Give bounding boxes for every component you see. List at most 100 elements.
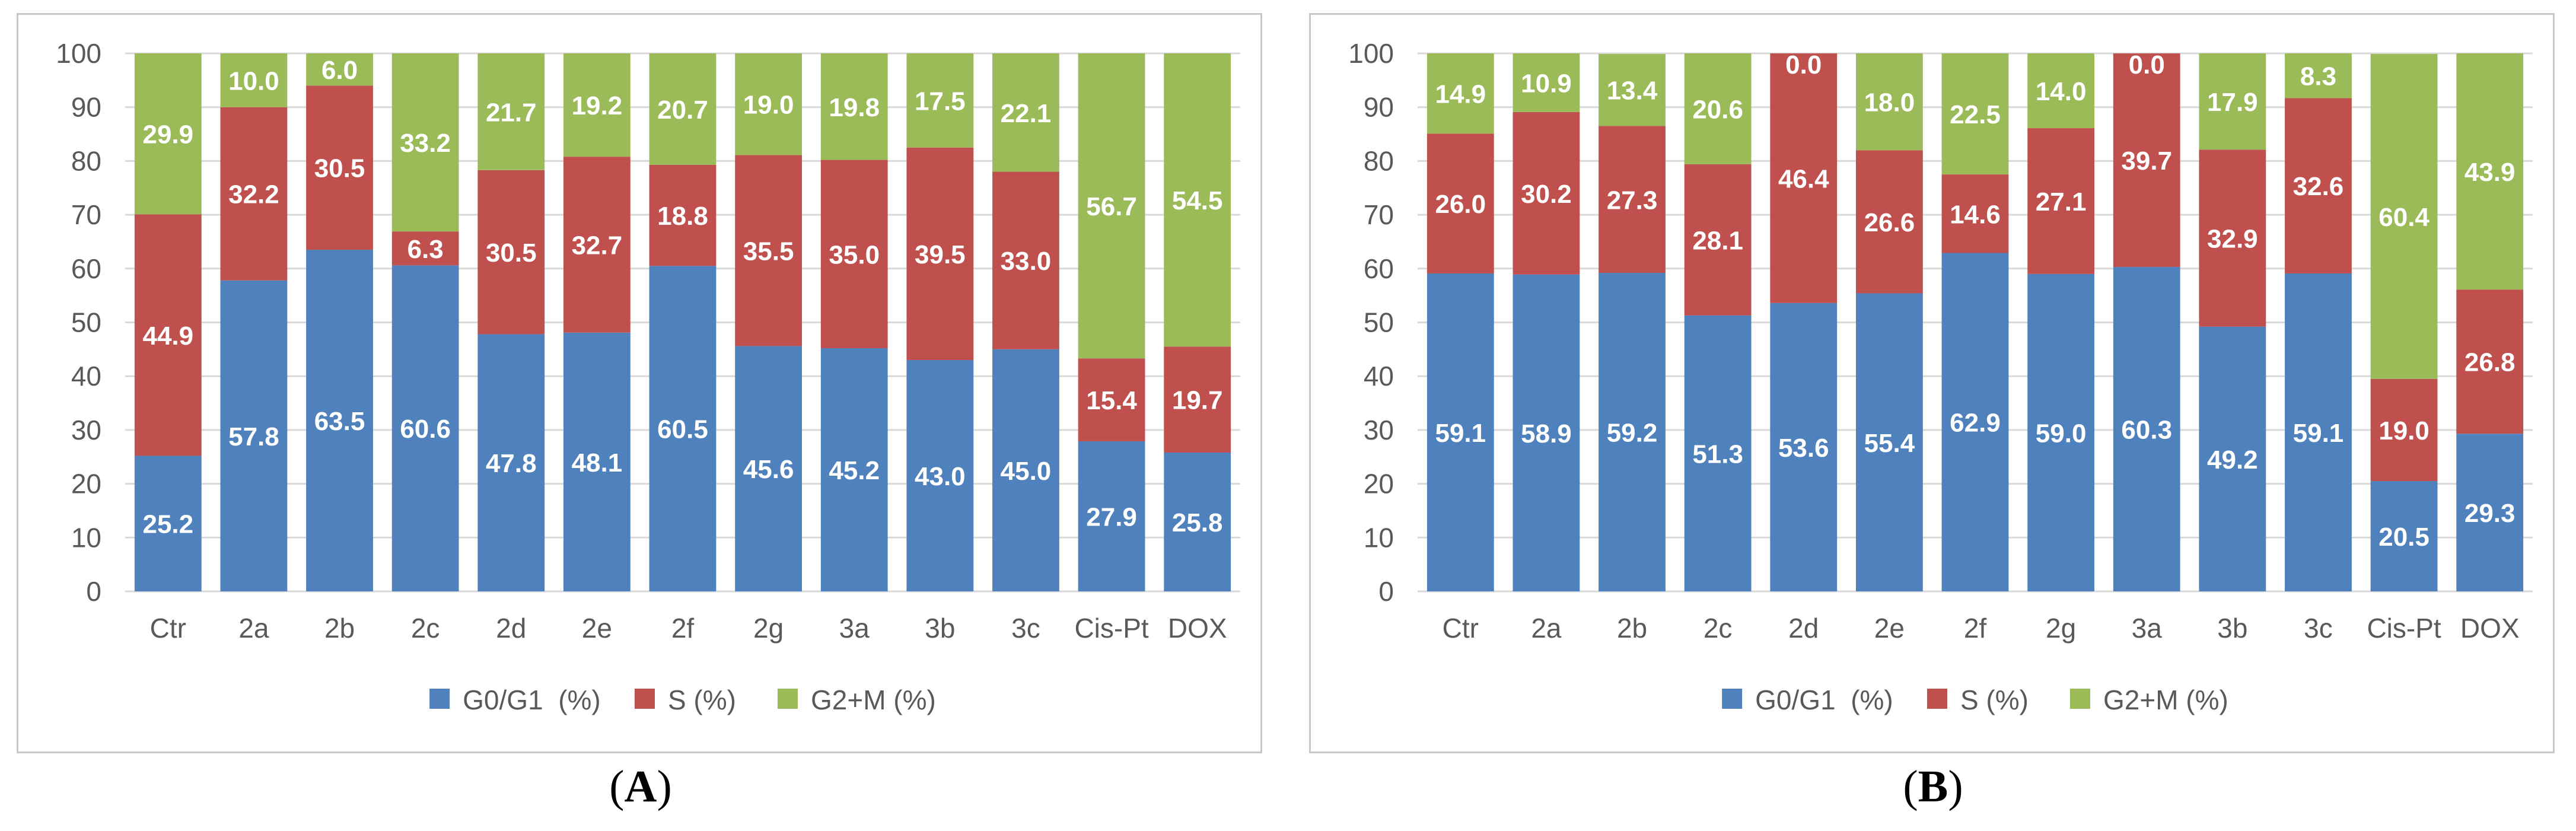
legend-s-label: S (%): [1960, 684, 2029, 715]
data-label-g2m-3a: 0.0: [2129, 50, 2165, 79]
data-label-g0g1-2c: 60.6: [400, 415, 451, 444]
x-tick-label: 2b: [1617, 613, 1647, 644]
stacked-bar-chart-a: 0 10 20 30 40 50 60 70 80 90 100 25.2 44.9 29.9 Ctr 57.…: [56, 38, 1240, 715]
data-label-g2m-2d: 0.0: [1785, 50, 1822, 79]
data-label-s-2g: 27.1: [2036, 187, 2087, 216]
bar-s-dox: [1164, 346, 1231, 453]
x-tick-label: 3a: [839, 613, 870, 644]
bar-s-2e: [1855, 150, 1923, 294]
y-tick-label: 10: [1364, 522, 1394, 553]
x-tick-label: 2e: [582, 613, 612, 644]
x-tick-label: 2g: [2046, 613, 2076, 644]
x-tick-label: 2c: [411, 613, 440, 644]
bar-g0g1-2g: [735, 346, 803, 591]
bar-g0g1-2b: [306, 250, 373, 591]
bar-s-3a: [820, 160, 888, 349]
bar-s-2d: [1770, 53, 1838, 303]
caption-b-letter: B: [1918, 762, 1948, 811]
x-tick-label: 2g: [753, 613, 784, 644]
bar-g2m-3b: [2199, 53, 2266, 150]
data-label-s-3b: 39.5: [915, 240, 966, 269]
y-tick-label: 60: [71, 253, 101, 284]
bar-g0g1-2a: [1513, 274, 1580, 592]
data-label-g2m-3b: 17.9: [2207, 88, 2258, 117]
data-label-s-cis-pt: 15.4: [1086, 386, 1137, 415]
legend-g2m-swatch: [777, 689, 798, 709]
x-tick-label: 2c: [1703, 613, 1733, 644]
bar-s-cis-pt: [1078, 358, 1145, 441]
x-tick-label: DOX: [1168, 613, 1227, 644]
data-label-s-2e: 26.6: [1864, 208, 1915, 237]
bar-g2m-3b: [906, 53, 974, 148]
bar-g0g1-ctr: [134, 456, 202, 591]
y-tick-label: 100: [56, 38, 101, 69]
data-label-g2m-3a: 19.8: [829, 93, 880, 122]
bar-g2m-2e: [563, 53, 631, 157]
data-label-g0g1-3b: 43.0: [915, 462, 966, 491]
caption-a-open: (: [609, 762, 625, 811]
data-label-g0g1-3a: 45.2: [829, 456, 880, 485]
legend-g0g1-label: G0/G1 (%): [463, 684, 601, 715]
bar-g2m-2f: [649, 53, 717, 165]
data-label-g2m-3c: 22.1: [1001, 99, 1052, 128]
bar-g2m-2c: [391, 53, 459, 232]
data-label-s-2d: 46.4: [1778, 164, 1829, 193]
data-label-g2m-2c: 20.6: [1692, 95, 1743, 124]
bar-g0g1-3c: [992, 349, 1059, 591]
data-label-g0g1-2e: 48.1: [572, 448, 623, 477]
data-label-g0g1-2a: 57.8: [228, 422, 279, 451]
bar-g2m-2c: [1684, 53, 1752, 164]
data-label-s-2f: 14.6: [1950, 200, 2001, 229]
y-tick-label: 90: [1364, 92, 1394, 123]
bar-s-2b: [306, 85, 373, 250]
data-label-g2m-2g: 19.0: [743, 91, 794, 120]
legend-g2m-label: G2+M (%): [2103, 684, 2228, 715]
bar-g0g1-dox: [2456, 434, 2524, 591]
bar-g0g1-2c: [391, 265, 459, 591]
bar-s-2g: [2027, 128, 2095, 274]
data-label-s-2b: 30.5: [314, 154, 365, 183]
bar-s-3b: [2199, 149, 2266, 327]
y-tick-label: 20: [1364, 469, 1394, 499]
x-tick-label: 3b: [2217, 613, 2247, 644]
data-label-s-cis-pt: 19.0: [2378, 416, 2429, 445]
bar-s-3c: [2285, 98, 2352, 273]
data-label-g2m-2a: 10.0: [228, 66, 279, 95]
bar-g2m-2a: [1513, 53, 1580, 112]
bar-s-cis-pt: [2370, 378, 2438, 482]
y-tick-label: 100: [1348, 38, 1394, 69]
y-tick-label: 40: [1364, 361, 1394, 391]
bar-g2m-2d: [477, 53, 545, 170]
data-label-g0g1-cis-pt: 27.9: [1086, 502, 1137, 531]
data-label-g0g1-2b: 59.2: [1607, 419, 1658, 448]
x-tick-label: Ctr: [1443, 613, 1479, 644]
legend-g0g1-swatch: [429, 689, 450, 709]
bar-g0g1-2c: [1684, 315, 1752, 591]
data-label-g0g1-cis-pt: 20.5: [2378, 523, 2429, 552]
bar-s-2c: [1684, 164, 1752, 316]
data-label-s-2e: 32.7: [572, 231, 623, 260]
bar-s-2a: [220, 107, 288, 281]
x-tick-label: 2a: [238, 613, 269, 644]
data-label-s-2c: 28.1: [1692, 226, 1743, 255]
bar-g0g1-2d: [477, 334, 545, 591]
data-label-g2m-ctr: 14.9: [1435, 80, 1486, 109]
bar-g0g1-2f: [649, 266, 717, 591]
x-tick-label: Cis-Pt: [1074, 613, 1148, 644]
y-tick-label: 10: [71, 522, 101, 553]
legend-g2m-label: G2+M (%): [811, 684, 936, 715]
bar-g2m-3a: [820, 53, 888, 160]
data-label-s-2b: 27.3: [1607, 186, 1658, 215]
chart-panel-a: 0 10 20 30 40 50 60 70 80 90 100 25.2 44.9 29.9 Ctr 57.…: [17, 13, 1262, 753]
x-tick-label: Ctr: [150, 613, 186, 644]
data-label-g0g1-dox: 29.3: [2464, 499, 2515, 528]
y-tick-label: 30: [71, 415, 101, 445]
bar-s-2f: [1941, 174, 2009, 253]
bar-g0g1-2b: [1599, 273, 1666, 591]
data-label-s-dox: 19.7: [1172, 386, 1223, 415]
bar-s-2b: [1599, 126, 1666, 273]
bar-g0g1-2e: [563, 332, 631, 591]
bar-g0g1-2d: [1770, 303, 1838, 591]
data-label-g2m-3c: 8.3: [2300, 62, 2336, 91]
data-label-g2m-3b: 17.5: [915, 87, 966, 116]
